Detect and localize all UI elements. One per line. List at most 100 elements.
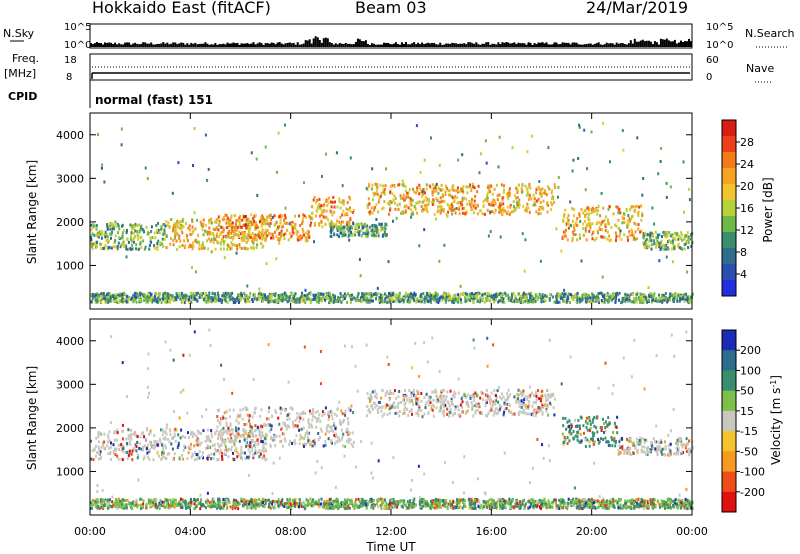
heatmap-cell [188, 224, 191, 228]
heatmap-cell [148, 296, 151, 300]
heatmap-cell [182, 224, 185, 228]
heatmap-cell [103, 446, 106, 450]
heatmap-cell [381, 414, 384, 418]
heatmap-cell [246, 455, 249, 459]
heatmap-cell [311, 412, 314, 415]
heatmap-cell [184, 435, 187, 439]
heatmap-cell [460, 298, 462, 302]
heatmap-cell [306, 229, 309, 233]
heatmap-cell [459, 284, 462, 288]
heatmap-cell [308, 409, 311, 413]
heatmap-cell [526, 150, 529, 154]
heatmap-cell [582, 222, 585, 226]
heatmap-cell [618, 298, 620, 302]
heatmap-cell [302, 213, 305, 217]
heatmap-cell [265, 457, 268, 461]
heatmap-cell [213, 452, 216, 456]
heatmap-cell [243, 292, 246, 295]
heatmap-cell [207, 293, 210, 297]
heatmap-cell [162, 448, 165, 452]
noise-bar [136, 43, 139, 47]
heatmap-cell [578, 125, 581, 129]
heatmap-cell [345, 439, 348, 443]
heatmap-cell [427, 403, 430, 407]
heatmap-cell [615, 297, 618, 301]
heatmap-cell [471, 197, 473, 201]
heatmap-cell [223, 411, 226, 415]
heatmap-cell [434, 184, 437, 188]
heatmap-cell [233, 230, 236, 234]
heatmap-cell [260, 292, 263, 296]
heatmap-cell [291, 225, 294, 229]
heatmap-cell [134, 222, 137, 226]
heatmap-cell [365, 298, 368, 302]
heatmap-cell [94, 293, 97, 297]
heatmap-cell [516, 191, 519, 195]
heatmap-cell [330, 220, 333, 224]
heatmap-cell [557, 300, 560, 304]
heatmap-cell [95, 436, 98, 440]
heatmap-cell [242, 433, 245, 437]
heatmap-cell [507, 298, 510, 302]
heatmap-cell [649, 233, 652, 237]
heatmap-cell [481, 293, 484, 297]
heatmap-cell [236, 247, 239, 251]
heatmap-cell [167, 296, 170, 300]
heatmap-cell [209, 218, 212, 222]
heatmap-cell [149, 299, 152, 303]
heatmap-cell [264, 145, 267, 149]
heatmap-cell [682, 296, 685, 300]
heatmap-cell [623, 233, 626, 237]
heatmap-cell [106, 224, 109, 228]
heatmap-cell [411, 294, 414, 298]
heatmap-cell [381, 234, 384, 238]
noise-bar [256, 43, 259, 47]
heatmap-cell [345, 294, 347, 298]
heatmap-cell [349, 408, 352, 412]
heatmap-cell [303, 181, 305, 185]
heatmap-cell [126, 229, 128, 233]
heatmap-cell [630, 292, 633, 296]
heatmap-cell [276, 300, 279, 303]
heatmap-cell [339, 421, 342, 425]
heatmap-cell [426, 291, 428, 295]
heatmap-cell [302, 410, 305, 414]
heatmap-cell [665, 181, 668, 185]
noise-bar [250, 43, 253, 47]
heatmap-cell [310, 298, 313, 302]
heatmap-cell [534, 293, 537, 297]
heatmap-cell [102, 291, 105, 295]
heatmap-cell [111, 230, 113, 234]
heatmap-cell [227, 429, 230, 433]
noise-bar [517, 42, 520, 47]
heatmap-cell [273, 214, 276, 218]
heatmap-cell [217, 228, 220, 232]
heatmap-cell [678, 234, 681, 238]
heatmap-cell [351, 293, 354, 297]
heatmap-cell [260, 224, 263, 228]
heatmap-cell [288, 222, 291, 226]
heatmap-cell [288, 443, 291, 446]
heatmap-cell [503, 403, 506, 407]
heatmap-cell [457, 189, 460, 193]
heatmap-cell [266, 222, 269, 225]
heatmap-cell [305, 235, 308, 239]
heatmap-cell [230, 246, 233, 250]
heatmap-cell [368, 184, 371, 188]
heatmap-cell [381, 226, 384, 230]
heatmap-cell [193, 296, 196, 300]
heatmap-cell [178, 294, 181, 298]
heatmap-cell [271, 293, 274, 297]
heatmap-cell [283, 432, 286, 436]
heatmap-cell [314, 297, 316, 301]
heatmap-cell [161, 242, 164, 246]
heatmap-cell [546, 295, 549, 299]
heatmap-cell [383, 190, 386, 194]
heatmap-cell [418, 183, 421, 187]
heatmap-cell [256, 193, 259, 197]
heatmap-cell [224, 445, 227, 449]
heatmap-cell [251, 430, 254, 434]
heatmap-cell [299, 412, 302, 416]
heatmap-cell [174, 223, 177, 227]
heatmap-cell [130, 234, 133, 238]
